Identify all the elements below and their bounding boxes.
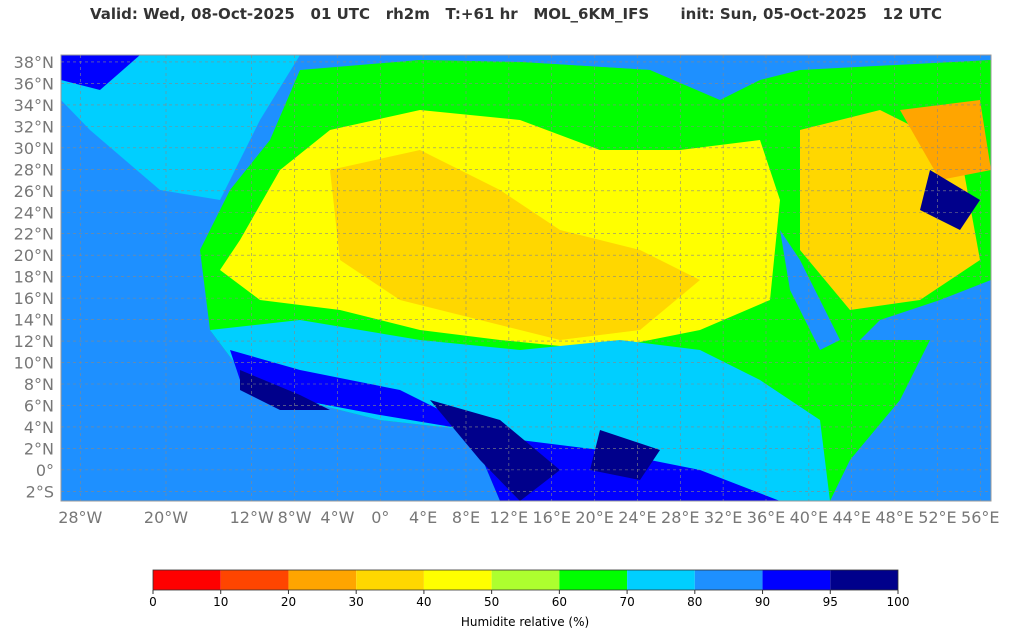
land-humid xyxy=(210,320,830,501)
x-tick-label: 36°E xyxy=(747,508,785,527)
y-tick-label: 18°N xyxy=(14,268,54,287)
colorbar-tick-label: 0 xyxy=(149,595,157,609)
colorbar-tick-label: 50 xyxy=(484,595,499,609)
y-tick-label: 8°N xyxy=(24,375,54,394)
x-tick-label: 20°E xyxy=(575,508,613,527)
y-tick-label: 32°N xyxy=(14,117,54,136)
x-tick-label: 16°E xyxy=(532,508,570,527)
y-tick-label: 22°N xyxy=(14,225,54,244)
y-tick-label: 2°N xyxy=(24,439,54,458)
y-tick-label: 16°N xyxy=(14,289,54,308)
x-tick-label: 24°E xyxy=(618,508,656,527)
colorbar-label: Humidite relative (%) xyxy=(461,615,589,629)
x-tick-label: 0° xyxy=(371,508,389,527)
y-tick-label: 6°N xyxy=(24,396,54,415)
colorbar-tick-label: 80 xyxy=(687,595,702,609)
y-tick-label: 2°S xyxy=(26,482,54,501)
y-tick-label: 10°N xyxy=(14,354,54,373)
colorbar: 0 10 20 30 40 50 60 70 80 90 95 100 xyxy=(149,569,910,609)
y-tick-label: 12°N xyxy=(14,332,54,351)
med xyxy=(520,62,700,150)
colorbar-tick-label: 60 xyxy=(552,595,567,609)
land-very-wet xyxy=(240,370,660,501)
x-tick-label: 20°W xyxy=(144,508,188,527)
land-gold xyxy=(330,150,700,340)
y-tick-label: 0° xyxy=(36,461,54,480)
colorbar-segment xyxy=(491,570,560,590)
colorbar-segment xyxy=(830,570,898,590)
colorbar-segment xyxy=(627,570,695,590)
colorbar-segment xyxy=(153,570,221,590)
y-tick-label: 26°N xyxy=(14,182,54,201)
y-tick-label: 38°N xyxy=(14,53,54,72)
x-tick-label: 28°E xyxy=(661,508,699,527)
graticule xyxy=(61,55,991,501)
colorbar-tick-label: 100 xyxy=(887,595,910,609)
colorbar-segment xyxy=(220,570,289,590)
x-tick-label: 44°E xyxy=(832,508,870,527)
x-tick-label: 48°E xyxy=(875,508,913,527)
y-tick-label: 24°N xyxy=(14,203,54,222)
x-tick-label: 4°W xyxy=(320,508,354,527)
colorbar-segment xyxy=(694,570,763,590)
ocean-light xyxy=(61,55,300,200)
title: Valid: Wed, 08-Oct-2025 01 UTC rh2m T:+6… xyxy=(90,5,942,23)
x-tick-label: 12°E xyxy=(490,508,528,527)
x-tick-label: 52°E xyxy=(918,508,956,527)
colorbar-tick-label: 10 xyxy=(213,595,228,609)
y-tick-label: 14°N xyxy=(14,311,54,330)
y-tick-label: 36°N xyxy=(14,74,54,93)
colorbar-segment xyxy=(356,570,424,590)
x-tick-label: 4°E xyxy=(409,508,437,527)
colorbar-tick-label: 70 xyxy=(619,595,634,609)
colorbar-tick-label: 40 xyxy=(416,595,431,609)
colorbar-frame xyxy=(152,569,899,591)
arabia-dry xyxy=(900,100,991,180)
colorbar-tick-label: 95 xyxy=(823,595,838,609)
x-tick-label: 56°E xyxy=(961,508,999,527)
colorbar-tick-label: 20 xyxy=(281,595,296,609)
x-tick-label: 8°W xyxy=(278,508,312,527)
x-tick-label: 12°W xyxy=(230,508,274,527)
y-tick-label: 30°N xyxy=(14,139,54,158)
y-tick-label: 28°N xyxy=(14,160,54,179)
x-tick-label: 40°E xyxy=(790,508,828,527)
red-sea xyxy=(780,230,840,350)
colorbar-segment xyxy=(423,570,492,590)
colorbar-segment xyxy=(762,570,831,590)
x-tick-label: 28°W xyxy=(58,508,102,527)
y-tick-label: 20°N xyxy=(14,246,54,265)
colorbar-tick-label: 90 xyxy=(755,595,770,609)
map-frame xyxy=(60,54,992,502)
gulf xyxy=(920,170,980,230)
map xyxy=(61,55,991,501)
x-tick-label: 32°E xyxy=(704,508,742,527)
colorbar-tick-label: 30 xyxy=(349,595,364,609)
y-tick-label: 4°N xyxy=(24,418,54,437)
colorbar-segment xyxy=(559,570,628,590)
colorbar-segment xyxy=(288,570,357,590)
x-tick-label: 8°E xyxy=(452,508,480,527)
y-tick-label: 34°N xyxy=(14,96,54,115)
ocean-dark xyxy=(61,55,140,90)
